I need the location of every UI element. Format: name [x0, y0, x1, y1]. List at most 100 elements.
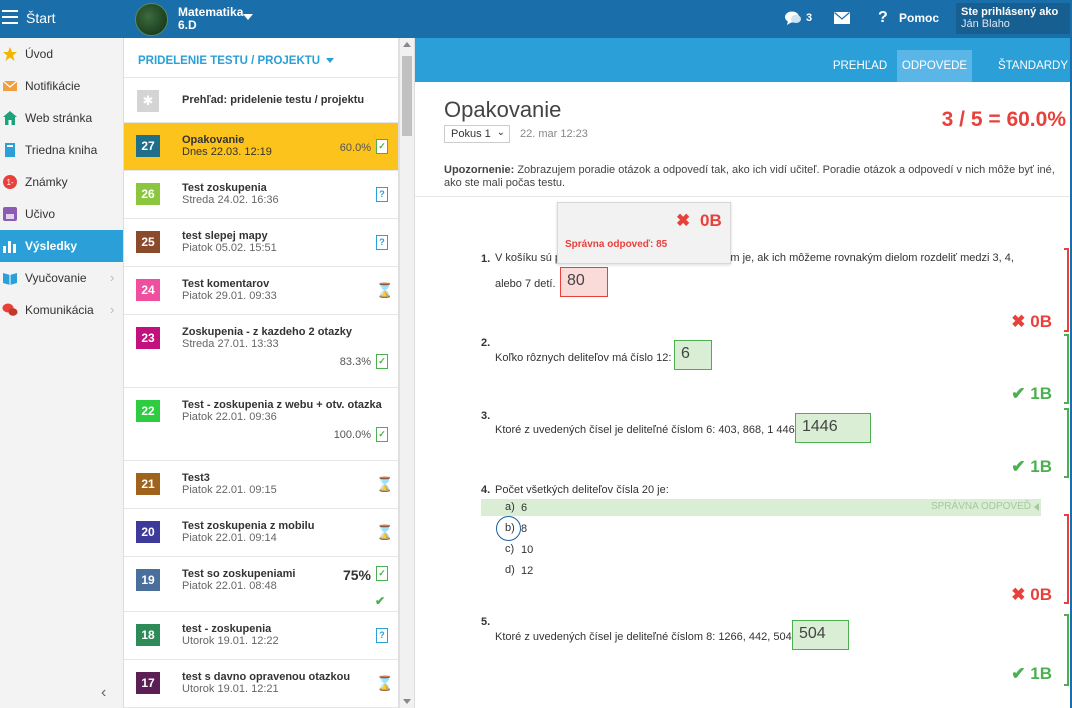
test-name: Test3 — [182, 472, 210, 484]
list-scrollbar[interactable] — [399, 38, 414, 708]
submitted-document-icon: ✓ — [376, 354, 388, 369]
test-number-badge: 21 — [136, 473, 160, 495]
sidebar-item-vyucovanie[interactable]: Vyučovanie › — [0, 262, 123, 294]
result-bracket — [1064, 248, 1069, 332]
test-row[interactable]: 20 Test zoskupenia z mobilu Piatok 22.01. … — [124, 509, 398, 557]
grade-icon: 1- — [3, 175, 17, 189]
sidebar-item-web-stranka[interactable]: Web stránka — [0, 102, 123, 134]
tab-standardy[interactable]: ŠTANDARDY — [997, 60, 1069, 72]
question-text-end: alebo 7 detí. — [495, 278, 556, 290]
assignment-dropdown[interactable]: PRIDELENIE TESTU / PROJEKTU — [124, 38, 398, 78]
question-number: 5. — [481, 616, 491, 628]
test-row[interactable]: 17 test s davno opravenou otazkou Utorok 1… — [124, 660, 398, 708]
chat-count: 3 — [806, 12, 813, 24]
help-icon[interactable]: ? — [878, 9, 888, 26]
test-number-badge: 20 — [136, 521, 160, 543]
envelope-icon — [2, 80, 18, 91]
test-name: Test zoskupenia — [182, 182, 267, 194]
tab-bar: PREHĽAD ODPOVEDE ŠTANDARDY — [415, 38, 1071, 82]
assignment-list-panel: PRIDELENIE TESTU / PROJEKTU ✱ Prehľad: p… — [124, 38, 399, 708]
sidebar-item-label: Známky — [25, 175, 68, 189]
hamburger-menu-icon[interactable] — [2, 10, 18, 24]
test-row[interactable]: 25 test slepej mapy Piatok 05.02. 15:51? — [124, 219, 398, 267]
warning-label: Upozornenie: — [444, 164, 515, 176]
chat-icon[interactable] — [784, 10, 802, 26]
question-text: Počet všetkých deliteľov čísla 20 je: — [495, 484, 669, 496]
check-icon: ✔ — [1011, 384, 1026, 403]
sidebar-item-komunikacia[interactable]: Komunikácia › — [0, 294, 123, 326]
chat-bubbles-icon — [2, 303, 18, 316]
test-number-badge: 26 — [136, 183, 160, 205]
test-row[interactable]: 18 test - zoskupenia Utorok 19.01. 12:22? — [124, 612, 398, 660]
collapse-sidebar-icon[interactable]: ‹ — [101, 684, 107, 701]
question-text: Koľko rôznych deliteľov má číslo 12: — [495, 352, 672, 364]
answer-box: 1446 — [795, 413, 871, 443]
scroll-thumb[interactable] — [402, 56, 412, 136]
attempt-value: Pokus 1 — [451, 128, 491, 140]
test-name: Test so zoskupeniami — [182, 568, 296, 580]
option-a: a) 6 SPRÁVNA ODPOVEĎ — [481, 499, 1041, 516]
selected-answer-circle — [496, 516, 521, 541]
test-row[interactable]: 27 Opakovanie Dnes 22.03. 12:19 60.0% ✓ — [124, 123, 398, 171]
question-text: V košíku sú p — [495, 252, 562, 264]
unsubmitted-icon: ? — [376, 187, 388, 202]
help-link[interactable]: Pomoc — [899, 11, 940, 25]
test-name: Test komentarov — [182, 278, 270, 290]
bar-chart-icon — [3, 241, 16, 253]
answer-popup: ✖ 0B Správna odpoveď: 85 — [557, 202, 731, 264]
submitted-document-icon: ✓ — [376, 566, 388, 581]
test-number-badge: 22 — [136, 400, 160, 422]
test-list: 27 Opakovanie Dnes 22.03. 12:19 60.0% ✓ 26 Tes… — [124, 123, 398, 708]
submitted-document-icon: ✓ — [376, 427, 388, 442]
assignment-overview-row[interactable]: ✱ Prehľad: pridelenie testu / projektu — [124, 78, 398, 123]
option-value: 8 — [521, 523, 528, 535]
class-selector[interactable]: Matematika 6.D — [178, 6, 243, 32]
class-caret-icon[interactable] — [243, 14, 253, 20]
scroll-down-icon[interactable] — [403, 699, 411, 704]
test-date: Piatok 22.01. 09:36 — [182, 411, 277, 423]
sidebar-item-label: Komunikácia — [25, 303, 94, 317]
scroll-up-icon[interactable] — [403, 42, 411, 47]
test-number-badge: 18 — [136, 624, 160, 646]
test-number-badge: 24 — [136, 279, 160, 301]
test-row[interactable]: 23 Zoskupenia - z kazdeho 2 otazky Streda … — [124, 315, 398, 388]
chevron-down-icon: ⌄ — [496, 127, 505, 138]
sidebar-item-triedna-kniha[interactable]: Triedna kniha — [0, 134, 123, 166]
test-date: Piatok 22.01. 09:15 — [182, 484, 277, 496]
correct-answer-text: Správna odpoveď: 85 — [565, 239, 668, 250]
attempt-select[interactable]: Pokus 1 ⌄ — [444, 125, 510, 143]
question-number: 3. — [481, 410, 491, 422]
test-date: Dnes 22.03. 12:19 — [182, 146, 272, 158]
test-name: test - zoskupenia — [182, 623, 272, 635]
chevron-right-icon: › — [110, 270, 115, 285]
tab-prehlad[interactable]: PREHĽAD — [832, 60, 888, 72]
class-avatar[interactable] — [135, 3, 168, 36]
sidebar-item-uvod[interactable]: Úvod — [0, 38, 123, 70]
test-date: Utorok 19.01. 12:22 — [182, 635, 279, 647]
tab-odpovede[interactable]: ODPOVEDE — [897, 50, 972, 82]
test-row[interactable]: 24 Test komentarov Piatok 29.01. 09:33 ⌛ — [124, 267, 398, 315]
sidebar-item-ucivo[interactable]: Učivo — [0, 198, 123, 230]
test-row[interactable]: 19 Test so zoskupeniami Piatok 22.01. 08:4… — [124, 557, 398, 612]
test-row[interactable]: 22 Test - zoskupenia z webu + otv. otazka… — [124, 388, 398, 461]
user-name: Ján Blaho — [961, 18, 1010, 30]
question-number: 1. — [481, 253, 491, 265]
unsubmitted-icon: ? — [376, 628, 388, 643]
hourglass-icon: ⌛ — [376, 524, 394, 540]
user-menu[interactable]: Ste prihlásený ako Ján Blaho — [956, 3, 1070, 34]
window-edge — [1070, 38, 1072, 708]
question-score: ✖ 0B — [1011, 585, 1052, 604]
test-row[interactable]: 21 Test3 Piatok 22.01. 09:15 ⌛ — [124, 461, 398, 509]
sidebar-item-notifikacie[interactable]: Notifikácie — [0, 70, 123, 102]
test-row[interactable]: 26 Test zoskupenia Streda 24.02. 16:36? — [124, 171, 398, 219]
attempt-date: 22. mar 12:23 — [520, 128, 588, 140]
test-name: Test - zoskupenia z webu + otv. otazka — [182, 399, 382, 411]
start-link[interactable]: Štart — [26, 10, 56, 26]
popup-points: 0B — [700, 211, 722, 230]
hourglass-icon: ⌛ — [376, 282, 394, 298]
mail-icon[interactable] — [834, 12, 850, 24]
top-bar: Štart Matematika 6.D 3 ? Pomoc Ste prihl… — [0, 0, 1072, 38]
warning-text: Zobrazujem poradie otázok a odpovedí tak… — [444, 164, 1055, 189]
sidebar-item-vysledky[interactable]: Výsledky — [0, 230, 123, 262]
sidebar-item-znamky[interactable]: 1- Známky — [0, 166, 123, 198]
